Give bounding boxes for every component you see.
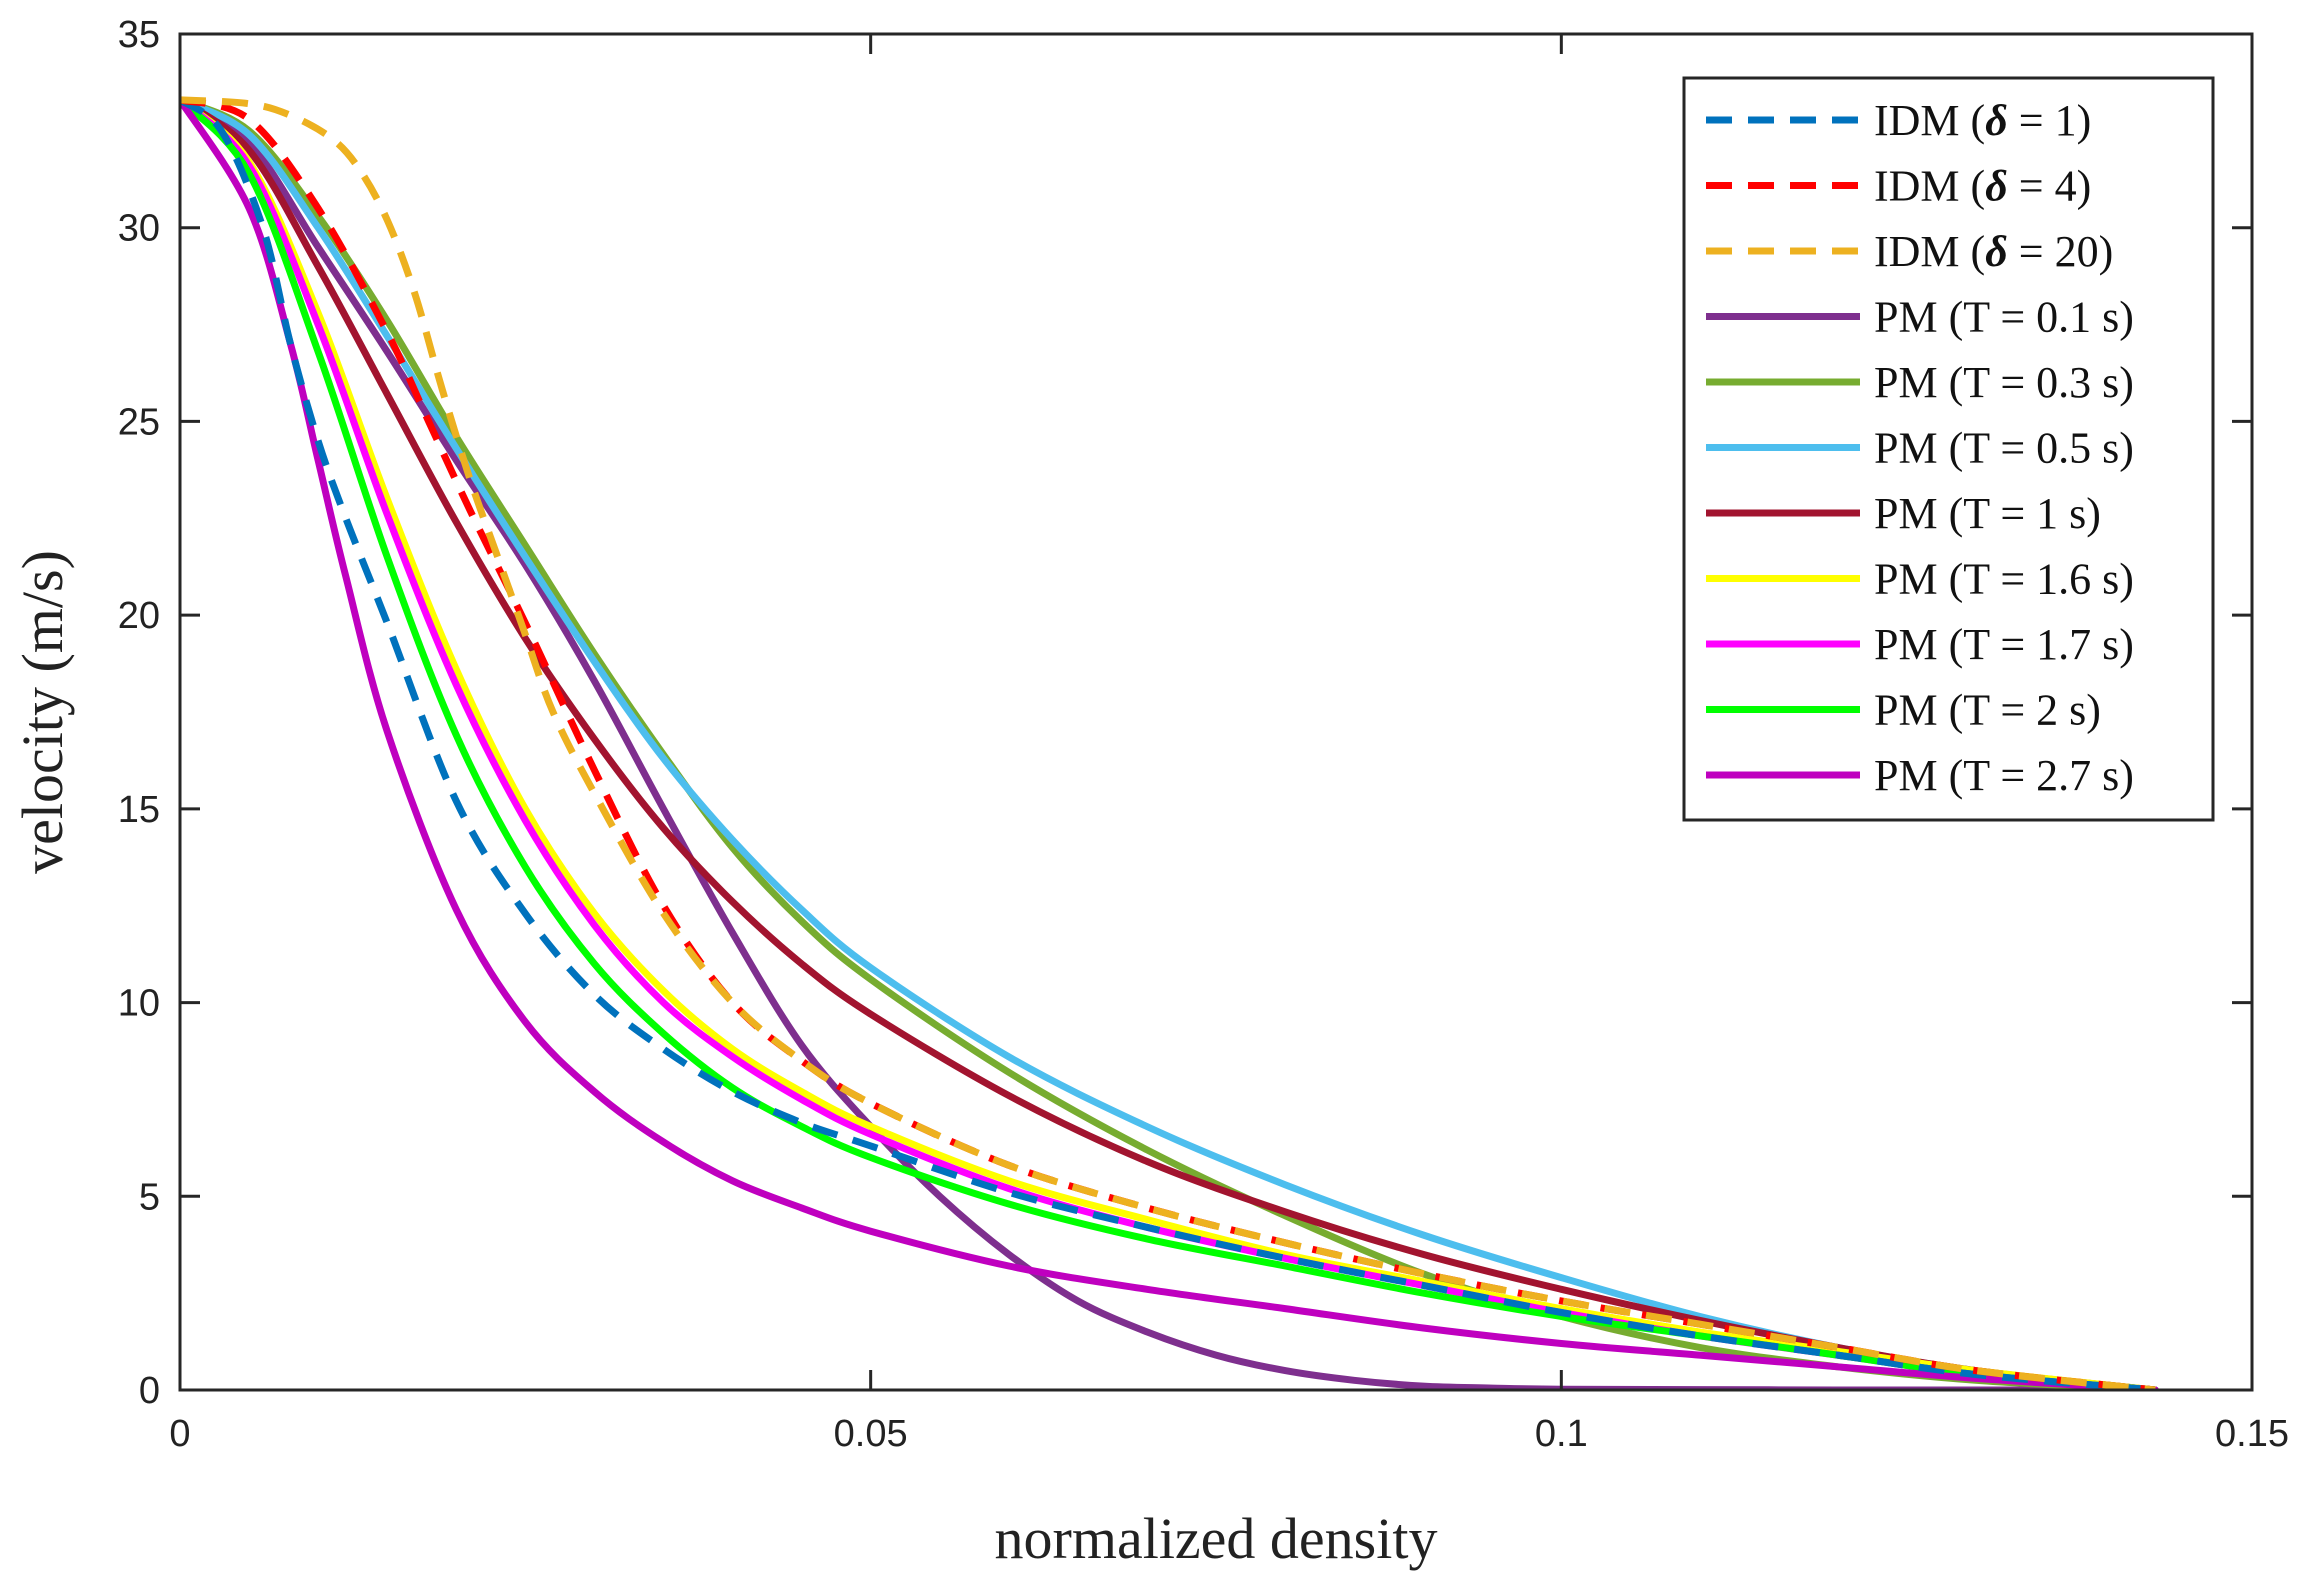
legend-item-pm-t-2-s: PM (T = 2 s)	[1706, 686, 2101, 735]
legend-label: IDM (δ = 1)	[1874, 96, 2091, 145]
legend-item-idm-delta-20: IDM (δ = 20)	[1706, 227, 2113, 276]
x-tick-label: 0.05	[834, 1413, 908, 1455]
y-tick-label: 0	[139, 1370, 160, 1412]
y-tick-label: 5	[139, 1176, 160, 1218]
plot-area-frame	[178, 32, 2254, 1392]
legend-label: IDM (δ = 4)	[1874, 162, 2091, 211]
series-line-idm-delta-1	[180, 96, 2156, 1390]
legend-label: PM (T = 0.5 s)	[1874, 424, 2134, 473]
y-tick-label: 10	[118, 983, 160, 1025]
legend-label: PM (T = 1.6 s)	[1874, 555, 2134, 604]
legend-label: PM (T = 2 s)	[1874, 686, 2101, 735]
x-axis-title: normalized density	[995, 1506, 1438, 1571]
y-tick-label: 30	[118, 208, 160, 250]
axis-ticks: 0 0.05 0.1 0.15 0 5 10 15 20 25 30 35	[118, 14, 2289, 1455]
legend-label: PM (T = 1 s)	[1874, 489, 2101, 538]
legend-item-pm-t-1-7-s: PM (T = 1.7 s)	[1706, 620, 2134, 669]
series-line-pm-t-2-s	[180, 96, 2159, 1390]
legend-item-pm-t-1-s: PM (T = 1 s)	[1706, 489, 2101, 538]
legend-item-idm-delta-1: IDM (δ = 1)	[1706, 96, 2091, 145]
legend-item-pm-t-0-3-s: PM (T = 0.3 s)	[1706, 358, 2134, 407]
series-line-pm-t-1-6-s	[180, 96, 2159, 1390]
legend-label: PM (T = 1.7 s)	[1874, 620, 2134, 669]
series-line-idm-delta-20	[180, 96, 2156, 1390]
legend-label: PM (T = 0.3 s)	[1874, 358, 2134, 407]
x-tick-label: 0	[169, 1413, 190, 1455]
series-layer	[180, 96, 2159, 1390]
y-tick-label: 35	[118, 14, 160, 56]
x-tick-label: 0.1	[1535, 1413, 1588, 1455]
legend-item-pm-t-2-7-s: PM (T = 2.7 s)	[1706, 751, 2134, 800]
legend: IDM (δ = 1) IDM (δ = 4) IDM (δ = 20) PM (T …	[1682, 76, 2215, 822]
y-tick-label: 15	[118, 789, 160, 831]
y-tick-label: 25	[118, 401, 160, 443]
series-line-pm-t-1-s	[180, 96, 2159, 1390]
legend-label: IDM (δ = 20)	[1874, 227, 2113, 276]
legend-label: PM (T = 0.1 s)	[1874, 293, 2134, 342]
legend-item-pm-t-1-6-s: PM (T = 1.6 s)	[1706, 555, 2134, 604]
legend-item-idm-delta-4: IDM (δ = 4)	[1706, 162, 2091, 211]
y-tick-label: 20	[118, 595, 160, 637]
y-axis-title: velocity (m/s)	[10, 550, 75, 874]
legend-label: PM (T = 2.7 s)	[1874, 751, 2134, 800]
series-line-pm-t-2-7-s	[180, 96, 2159, 1390]
series-line-pm-t-0-3-s	[180, 96, 2159, 1390]
x-tick-label: 0.15	[2215, 1413, 2289, 1455]
legend-item-pm-t-0-1-s: PM (T = 0.1 s)	[1706, 293, 2134, 342]
legend-item-pm-t-0-5-s: PM (T = 0.5 s)	[1706, 424, 2134, 473]
series-line-pm-t-0-5-s	[180, 96, 2159, 1390]
